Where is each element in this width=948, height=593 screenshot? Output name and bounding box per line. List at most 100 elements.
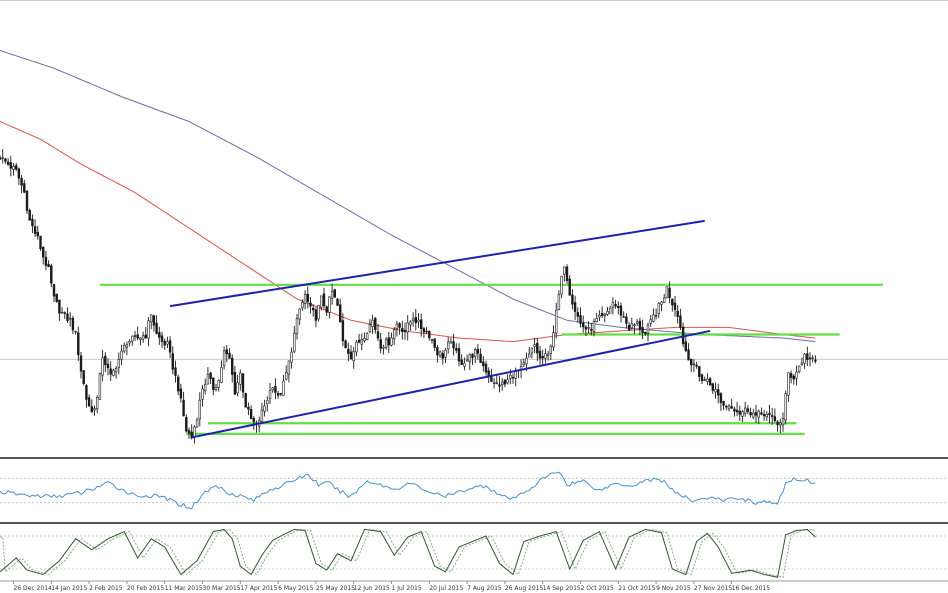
- candle-body: [584, 326, 588, 330]
- candle: [155, 315, 158, 335]
- candle-body: [266, 399, 269, 405]
- candle-body: [79, 355, 83, 372]
- candle-body: [360, 339, 363, 345]
- candle: [495, 375, 498, 385]
- candle-body: [673, 302, 677, 311]
- candle: [206, 367, 210, 385]
- candle: [468, 353, 471, 371]
- candle-body: [228, 352, 231, 359]
- trend-line-1[interactable]: [169, 219, 705, 308]
- candle: [295, 313, 299, 340]
- candle-body: [133, 335, 137, 337]
- x-tick-label: 25 May 2015: [316, 585, 355, 592]
- candle: [136, 326, 139, 341]
- candle: [746, 405, 750, 415]
- candle: [271, 386, 274, 393]
- candle: [249, 405, 253, 420]
- candle-body: [33, 226, 37, 234]
- candle: [800, 357, 804, 366]
- candle: [306, 286, 309, 309]
- candle-body: [800, 362, 804, 365]
- candle-body: [619, 305, 623, 316]
- candle: [104, 352, 107, 373]
- candle: [330, 283, 334, 305]
- candle-body: [760, 412, 763, 415]
- candle-body: [166, 341, 169, 345]
- candle: [85, 384, 88, 408]
- candle-body: [357, 339, 361, 343]
- x-tick-label: 30 Mar 2015: [203, 585, 241, 592]
- candle-body: [676, 310, 679, 317]
- candle-body: [419, 319, 423, 329]
- candle: [363, 332, 366, 343]
- moving-average-slow: [0, 50, 816, 343]
- candle-body: [646, 324, 650, 334]
- candle-body: [770, 415, 774, 417]
- trend-line-0[interactable]: [191, 329, 711, 439]
- candle: [627, 322, 631, 332]
- candle: [654, 308, 658, 320]
- candle-body: [719, 393, 723, 403]
- candle-body: [498, 384, 501, 387]
- candle: [598, 310, 601, 321]
- candle: [590, 322, 593, 336]
- candle-body: [576, 312, 580, 317]
- candle-body: [374, 317, 377, 330]
- candle-body: [698, 366, 701, 377]
- candle-body: [768, 412, 771, 416]
- candle: [44, 250, 48, 271]
- candle: [776, 419, 779, 432]
- candle: [106, 358, 110, 376]
- candle-body: [204, 384, 207, 392]
- candlestick-layer: [0, 149, 817, 444]
- candle-body: [106, 363, 110, 369]
- candle: [576, 307, 580, 323]
- candle-body: [668, 287, 671, 298]
- candle-body: [147, 320, 150, 339]
- candle-body: [241, 373, 245, 393]
- candle: [527, 347, 531, 358]
- candle: [409, 320, 412, 331]
- candle-body: [236, 382, 239, 394]
- candle-body: [549, 346, 553, 354]
- candle-body: [217, 380, 220, 388]
- candle-body: [12, 166, 15, 170]
- candle-body: [392, 329, 396, 340]
- candle: [795, 365, 798, 386]
- candle-body: [179, 388, 183, 399]
- candle-body: [330, 290, 334, 299]
- candle-body: [689, 358, 693, 366]
- candle: [55, 293, 58, 303]
- candle-body: [460, 359, 463, 365]
- candle: [414, 308, 417, 331]
- candle-body: [679, 315, 682, 328]
- candle-body: [365, 333, 369, 340]
- candle: [735, 401, 739, 417]
- candle: [733, 406, 736, 417]
- candle: [611, 297, 615, 315]
- candle-body: [579, 315, 582, 324]
- candle: [9, 155, 12, 177]
- candle: [379, 332, 382, 354]
- candle: [31, 214, 34, 233]
- candle: [298, 308, 301, 326]
- candle: [338, 298, 342, 323]
- candle: [79, 351, 83, 379]
- candle-body: [131, 335, 134, 342]
- candle: [492, 377, 496, 389]
- candle-body: [773, 416, 777, 422]
- candle-body: [536, 342, 539, 354]
- x-tick-label: 1 Jul 2015: [392, 585, 422, 592]
- candle-body: [120, 350, 123, 360]
- candle-body: [692, 363, 696, 366]
- candle-body: [114, 368, 118, 373]
- candle: [549, 344, 553, 361]
- candle: [69, 312, 72, 327]
- candle-body: [765, 414, 769, 418]
- candle-body: [714, 389, 717, 393]
- candle: [538, 345, 542, 365]
- candle-body: [387, 337, 390, 346]
- candle: [12, 162, 15, 176]
- candle: [179, 383, 183, 403]
- candle-body: [403, 330, 407, 333]
